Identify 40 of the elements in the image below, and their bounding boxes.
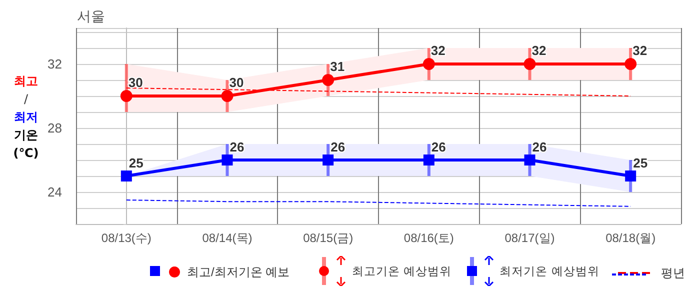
data-label: 32 (632, 43, 648, 58)
data-label: 32 (430, 43, 446, 58)
x-tick-label: 08/17(일) (504, 231, 555, 245)
data-label: 30 (229, 75, 244, 90)
point (222, 154, 233, 166)
point (422, 58, 435, 70)
data-label: 26 (431, 140, 446, 154)
data-label: 32 (532, 43, 546, 58)
data-label: 31 (330, 59, 345, 74)
y-axis-title: 최고/최저 기온 (℃) (12, 73, 40, 162)
point (322, 154, 334, 166)
data-label: 25 (128, 156, 144, 170)
point (120, 170, 132, 182)
data-label: 25 (633, 156, 648, 170)
point (524, 154, 536, 166)
point (524, 58, 536, 70)
x-tick-label: 08/18(월) (606, 231, 656, 245)
x-tick-label: 08/13(수) (101, 231, 152, 245)
point (625, 170, 636, 182)
point (322, 74, 334, 86)
y-tick-label: 28 (48, 120, 62, 136)
point (221, 90, 234, 102)
x-tick-label: 08/14(목) (202, 231, 252, 245)
y-tick-label: 24 (48, 184, 62, 200)
chart-title: 서울 (77, 8, 105, 24)
point (120, 90, 132, 102)
y-tick-label: 32 (48, 56, 62, 72)
line-series (126, 200, 632, 207)
text: 최저기온 예상범위 (500, 264, 600, 278)
point (423, 154, 434, 166)
legend-label: 평년 (661, 266, 685, 280)
text: 최고기온 예상범위 (352, 264, 452, 278)
data-label: 26 (532, 140, 547, 154)
x-tick-label: 08/16(토) (404, 231, 454, 245)
data-label: 26 (230, 140, 244, 154)
x-tick-label: 08/15(금) (303, 231, 354, 245)
data-label: 26 (330, 140, 346, 154)
point (624, 58, 637, 70)
legend-label: 최고/최저기온 예보 (187, 265, 290, 279)
data-label: 30 (128, 75, 143, 90)
